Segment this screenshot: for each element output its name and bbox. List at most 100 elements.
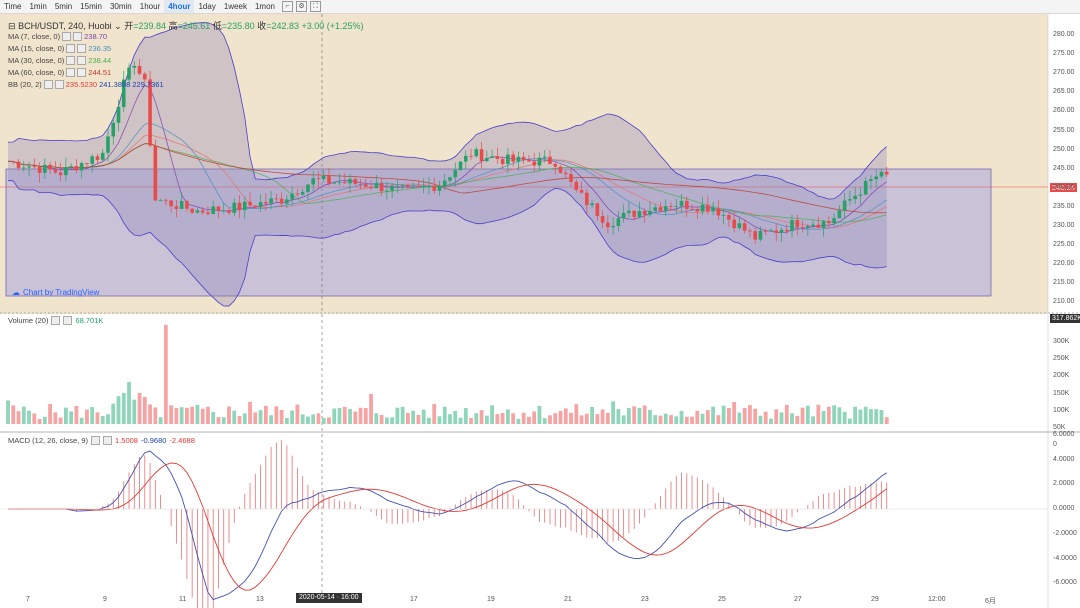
timeframe-30min[interactable]: 30min — [109, 2, 132, 11]
ma-indicator[interactable]: MA (30, close, 0) 238.44 — [8, 56, 111, 65]
candle — [632, 210, 636, 217]
volume-bar — [48, 404, 52, 424]
open-label: 开 — [124, 21, 134, 31]
candle — [364, 184, 368, 187]
settings-icon[interactable] — [62, 32, 72, 41]
candle — [653, 207, 658, 211]
volume-bar — [790, 413, 794, 424]
ma-indicator[interactable]: MA (15, close, 0) 236.35 — [8, 44, 111, 53]
price-chart-canvas[interactable] — [0, 14, 1080, 608]
tradingview-watermark[interactable]: ☁ Chart by TradingView — [12, 288, 99, 297]
macd-label-row[interactable]: MACD (12, 26, close, 9) 1.5008 -0.9680 -… — [8, 436, 195, 445]
tradingview-logo-icon: ☁ — [12, 288, 20, 297]
x-axis-label: 11 — [179, 596, 187, 603]
volume-axis-label: 0 — [1053, 441, 1057, 449]
candle — [27, 166, 31, 168]
ma-value: 238.44 — [88, 56, 112, 65]
volume-bar — [63, 407, 68, 424]
volume-bar — [605, 412, 610, 424]
timeframe-1day[interactable]: 1day — [198, 2, 216, 11]
volume-bar — [779, 412, 784, 424]
candle — [621, 212, 626, 219]
settings-icon[interactable] — [66, 56, 76, 65]
volume-bar — [495, 414, 500, 424]
price-axis-label: 240.00 — [1053, 183, 1075, 191]
timeframe-1min[interactable]: 1min — [29, 2, 47, 11]
close-icon[interactable] — [77, 44, 87, 53]
macd-axis-label: 4.0000 — [1053, 455, 1075, 463]
price-axis-label: 260.00 — [1053, 107, 1075, 115]
volume-bar — [858, 409, 863, 424]
settings-icon[interactable] — [66, 44, 76, 53]
volume-label-row[interactable]: Volume (20) 68.701K — [8, 316, 103, 325]
crop-icon[interactable]: ⌐ — [281, 1, 293, 12]
volume-bar — [248, 401, 252, 424]
volume-bar — [79, 417, 84, 424]
volume-bar — [353, 411, 358, 424]
candle — [95, 156, 100, 160]
volume-bar — [32, 413, 37, 424]
close-icon[interactable] — [77, 68, 87, 77]
candle — [48, 164, 52, 170]
timeframe-15min[interactable]: 15min — [80, 2, 102, 11]
volume-value: 68.701K — [75, 316, 104, 325]
volume-bar — [705, 410, 710, 424]
close-icon[interactable] — [63, 316, 73, 325]
low-label: 低 — [212, 21, 222, 31]
timeframe-5min[interactable]: 5min — [54, 2, 73, 11]
timeframe-1mon[interactable]: 1mon — [254, 2, 275, 11]
bb-indicator[interactable]: BB (20, 2) 235.5230 241.3898 229.7361 — [8, 80, 164, 89]
candle — [516, 156, 521, 162]
volume-bar — [6, 400, 10, 424]
dropdown-icon[interactable]: ⌄ — [114, 21, 122, 31]
ma-label: MA (60, close, 0) — [8, 68, 65, 77]
timeframe-1week[interactable]: 1week — [223, 2, 247, 11]
settings-icon[interactable] — [51, 316, 61, 325]
volume-bar — [621, 415, 626, 424]
ma-indicator[interactable]: MA (7, close, 0) 238.70 — [8, 32, 107, 41]
volume-bar — [616, 409, 621, 424]
settings-icon[interactable] — [66, 68, 76, 77]
volume-bar — [416, 414, 421, 424]
timeframe-time[interactable]: Time — [4, 2, 22, 11]
candle — [179, 201, 184, 209]
candle — [32, 166, 37, 168]
volume-bar — [163, 324, 168, 424]
fullscreen-icon[interactable]: ⛶ — [309, 1, 321, 12]
candle — [385, 190, 389, 192]
volume-bar — [274, 406, 279, 424]
collapse-icon[interactable]: ⊟ — [8, 21, 16, 31]
volume-bar — [348, 408, 352, 424]
candle — [684, 200, 689, 209]
volume-bar — [863, 406, 868, 424]
timeframe-1hour[interactable]: 1hour — [139, 2, 161, 11]
close-icon[interactable] — [73, 32, 83, 41]
volume-bar — [505, 409, 510, 424]
volume-bar — [632, 406, 637, 424]
close-icon[interactable] — [103, 436, 113, 445]
gear-icon[interactable]: ⚙ — [295, 1, 307, 12]
timeframe-4hour[interactable]: 4hour — [164, 0, 195, 13]
close-icon[interactable] — [77, 56, 87, 65]
volume-bar — [406, 413, 410, 424]
candle — [448, 177, 452, 181]
volume-bar — [316, 413, 321, 424]
ma-indicator[interactable]: MA (60, close, 0) 244.51 — [8, 68, 111, 77]
timeframe-toolbar: Time 1min 5min 15min 30min 1hour 4hour 1day 1wee… — [0, 0, 1080, 14]
candle — [306, 184, 310, 192]
candle — [527, 160, 531, 162]
volume-bar — [327, 417, 331, 424]
range-box — [5, 168, 992, 297]
close-label: 收 — [257, 21, 267, 31]
candle — [458, 161, 463, 171]
volume-bar — [637, 407, 642, 424]
volume-bar — [469, 418, 473, 424]
close-icon[interactable] — [54, 80, 64, 89]
x-axis-label: 21 — [564, 596, 572, 603]
volume-bar — [253, 412, 258, 424]
ma-value: 244.51 — [88, 68, 112, 77]
volume-bar — [579, 415, 584, 424]
volume-bar — [542, 418, 547, 424]
settings-icon[interactable] — [43, 80, 53, 89]
settings-icon[interactable] — [91, 436, 101, 445]
